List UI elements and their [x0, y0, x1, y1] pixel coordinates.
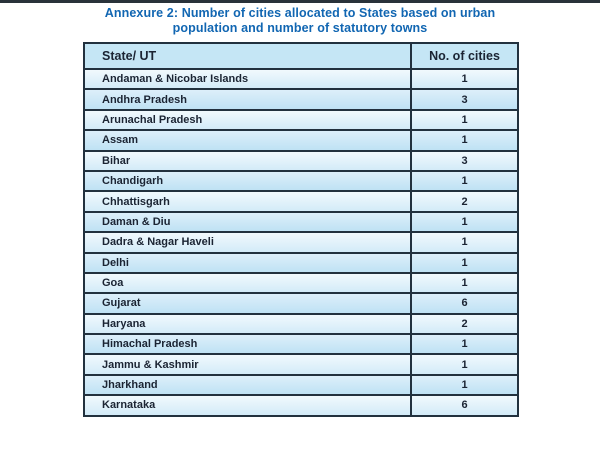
table-row: Karnataka 6 [83, 394, 519, 417]
table-row: Delhi 1 [83, 251, 519, 274]
cities-count-cell: 3 [410, 149, 519, 172]
cities-count-cell: 1 [410, 333, 519, 356]
state-cell: Jharkhand [83, 373, 412, 397]
cities-count-cell: 2 [410, 312, 519, 336]
table-row: Bihar 3 [83, 149, 519, 172]
cities-count-cell: 1 [410, 251, 519, 274]
cities-count-cell: 2 [410, 190, 519, 213]
state-cell: Chhattisgarh [83, 190, 412, 213]
cities-count-cell: 1 [410, 108, 519, 132]
table-row: Jammu & Kashmir 1 [83, 353, 519, 376]
state-cell: Haryana [83, 312, 412, 336]
table-row: Goa 1 [83, 271, 519, 295]
state-cell: Himachal Pradesh [83, 333, 412, 356]
state-cell: Karnataka [83, 394, 412, 417]
state-cell: Dadra & Nagar Haveli [83, 231, 412, 254]
state-cell: Delhi [83, 251, 412, 274]
state-cell: Daman & Diu [83, 210, 412, 234]
cities-count-cell: 1 [410, 353, 519, 376]
table-row: Jharkhand 1 [83, 373, 519, 397]
state-cell: Jammu & Kashmir [83, 353, 412, 376]
state-cell: Gujarat [83, 292, 412, 315]
table-row: Chandigarh 1 [83, 169, 519, 193]
cities-allocation-table: State/ UT No. of cities Andaman & Nicoba… [83, 42, 519, 417]
cities-count-cell: 6 [410, 394, 519, 417]
table-row: Assam 1 [83, 129, 519, 152]
state-cell: Arunachal Pradesh [83, 108, 412, 132]
table-row: Chhattisgarh 2 [83, 190, 519, 213]
cities-count-cell: 1 [410, 67, 519, 91]
no-of-cities-column-header: No. of cities [410, 42, 519, 70]
page-top-rule [0, 0, 600, 3]
annexure-title: Annexure 2: Number of cities allocated t… [0, 6, 600, 36]
table-header-row: State/ UT No. of cities [83, 42, 519, 70]
state-cell: Chandigarh [83, 169, 412, 193]
cities-count-cell: 1 [410, 129, 519, 152]
table-row: Haryana 2 [83, 312, 519, 336]
cities-count-cell: 1 [410, 231, 519, 254]
table-row: Andhra Pradesh 3 [83, 88, 519, 111]
table-row: Andaman & Nicobar Islands 1 [83, 67, 519, 91]
cities-count-cell: 1 [410, 169, 519, 193]
state-ut-column-header: State/ UT [83, 42, 412, 70]
cities-count-cell: 1 [410, 210, 519, 234]
state-cell: Goa [83, 271, 412, 295]
state-cell: Andhra Pradesh [83, 88, 412, 111]
table-row: Dadra & Nagar Haveli 1 [83, 231, 519, 254]
state-cell: Assam [83, 129, 412, 152]
table-body: Andaman & Nicobar Islands 1 Andhra Prade… [83, 67, 519, 417]
cities-count-cell: 1 [410, 271, 519, 295]
state-cell: Andaman & Nicobar Islands [83, 67, 412, 91]
table-row: Gujarat 6 [83, 292, 519, 315]
table-row: Arunachal Pradesh 1 [83, 108, 519, 132]
table-row: Daman & Diu 1 [83, 210, 519, 234]
state-cell: Bihar [83, 149, 412, 172]
cities-count-cell: 1 [410, 373, 519, 397]
annexure-title-line2: population and number of statutory towns [172, 21, 428, 35]
cities-count-cell: 6 [410, 292, 519, 315]
cities-count-cell: 3 [410, 88, 519, 111]
annexure-title-line1: Annexure 2: Number of cities allocated t… [104, 6, 496, 20]
table-row: Himachal Pradesh 1 [83, 333, 519, 356]
